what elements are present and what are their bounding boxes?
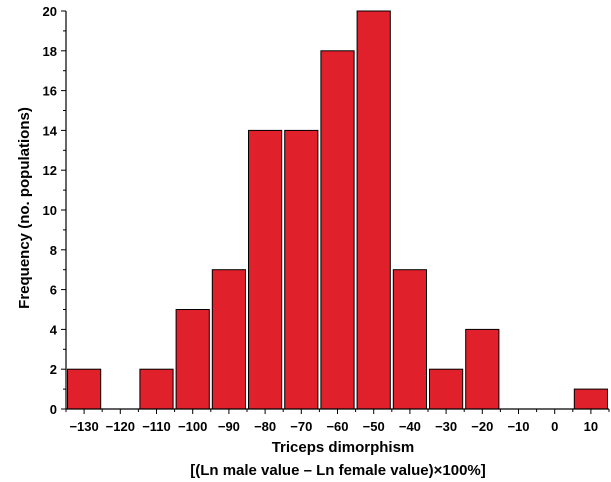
- y-tick-label: 4: [50, 322, 58, 337]
- x-tick-label: 10: [584, 419, 598, 434]
- histogram-bar: [320, 50, 355, 410]
- x-axis-label-line2: [(Ln male value – Ln female value)×100%]: [190, 462, 486, 479]
- y-tick-label: 14: [43, 123, 58, 138]
- y-tick-label: 8: [50, 243, 57, 258]
- x-tick-label: 0: [551, 419, 558, 434]
- y-tick-label: 0: [50, 402, 57, 417]
- histogram-bar: [67, 368, 102, 410]
- histogram-bar: [465, 328, 500, 410]
- y-axis-ticks: 0 2 4 6 8 10 12 14 16 18 20: [43, 4, 66, 417]
- bars-group: [67, 10, 608, 410]
- y-tick-label: 20: [43, 4, 57, 19]
- x-tick-label: −100: [178, 419, 207, 434]
- x-tick-label: −40: [399, 419, 421, 434]
- x-axis-label-line1: Triceps dimorphism: [272, 439, 415, 456]
- y-tick-label: 12: [43, 163, 57, 178]
- x-tick-label: −110: [142, 419, 171, 434]
- x-tick-label: −120: [106, 419, 135, 434]
- histogram-bar: [175, 309, 210, 410]
- x-tick-label: −50: [363, 419, 385, 434]
- histogram-bar: [139, 368, 174, 410]
- y-tick-label: 18: [43, 44, 57, 59]
- axes-frame: [65, 11, 609, 410]
- histogram-bar: [392, 269, 427, 410]
- y-tick-label: 10: [43, 203, 57, 218]
- histogram-bar: [284, 129, 319, 410]
- x-tick-label: −20: [471, 419, 493, 434]
- x-tick-label: −70: [290, 419, 312, 434]
- y-axis-label: Frequency (no. populations): [16, 107, 33, 309]
- x-tick-label: −80: [254, 419, 276, 434]
- x-tick-label: −10: [507, 419, 529, 434]
- histogram-bar: [429, 368, 464, 410]
- y-tick-label: 6: [50, 283, 57, 298]
- x-tick-label: −60: [326, 419, 348, 434]
- histogram-bar: [356, 10, 391, 410]
- x-tick-label: −90: [218, 419, 240, 434]
- histogram-bar: [573, 388, 608, 410]
- histogram-bar: [248, 129, 283, 410]
- x-axis-ticks: −130 −120 −110 −100 −90 −80 −70 −60 −50 −40 −30 −20…: [65, 409, 610, 434]
- x-tick-label: −30: [435, 419, 457, 434]
- histogram-bar: [211, 269, 247, 410]
- x-tick-label: −130: [69, 419, 98, 434]
- y-tick-label: 2: [50, 362, 57, 377]
- y-tick-label: 16: [43, 84, 57, 99]
